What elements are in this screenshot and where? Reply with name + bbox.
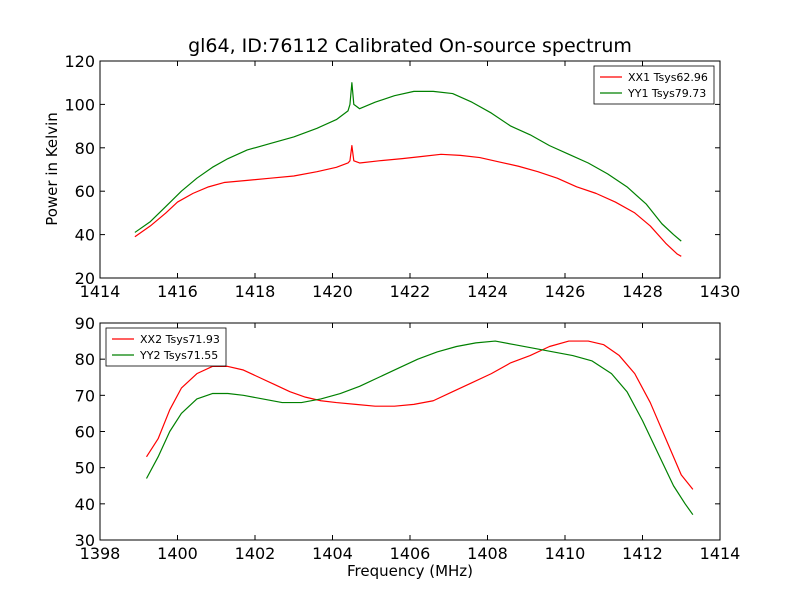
top-y-tick-label: 100 (64, 95, 95, 114)
bottom-x-tick-label: 1404 (312, 544, 353, 563)
top-x-tick-label: 1418 (235, 282, 276, 301)
top-y-tick-label: 120 (64, 52, 95, 71)
top-x-tick-label: 1422 (390, 282, 431, 301)
top-legend-label-2: YY1 Tsys79.73 (627, 87, 706, 100)
top-y-tick-label: 40 (75, 226, 95, 245)
top-legend-box (593, 65, 715, 105)
bottom-legend-box (105, 327, 227, 367)
bottom-x-tick-label: 1412 (622, 544, 663, 563)
bottom-plot: 1398 1400 1402 1404 1406 1408 1410 1412 1414 30 40… (75, 314, 741, 563)
bottom-y-tick-label: 60 (75, 423, 95, 442)
bottom-x-tick-label: 1414 (700, 544, 741, 563)
bottom-y-tick-label: 80 (75, 350, 95, 369)
bottom-x-tick-label: 1402 (235, 544, 276, 563)
top-x-tick-label: 1420 (312, 282, 353, 301)
bottom-y-tick-label: 70 (75, 386, 95, 405)
bottom-y-tick-label: 50 (75, 459, 95, 478)
bottom-y-tick-label: 90 (75, 314, 95, 333)
bottom-legend-label-2: YY2 Tsys71.55 (139, 349, 218, 362)
bottom-legend-label-1: XX2 Tsys71.93 (140, 333, 220, 346)
top-x-tick-label: 1414 (80, 282, 121, 301)
bottom-x-tick-label: 1410 (545, 544, 586, 563)
figure-title: gl64, ID:76112 Calibrated On-source spec… (188, 35, 632, 57)
bottom-x-tick-label: 1406 (390, 544, 431, 563)
top-legend-label-1: XX1 Tsys62.96 (628, 71, 708, 84)
bottom-x-tick-label: 1400 (157, 544, 198, 563)
top-x-tick-label: 1424 (467, 282, 508, 301)
top-x-tick-label: 1430 (700, 282, 741, 301)
top-legend: XX1 Tsys62.96 YY1 Tsys79.73 (593, 65, 715, 105)
bottom-x-tick-label: 1408 (467, 544, 508, 563)
x-axis-label: Frequency (MHz) (347, 562, 473, 580)
top-y-tick-label: 20 (75, 269, 95, 288)
top-x-tick-label: 1428 (622, 282, 663, 301)
top-series-line-1 (134, 145, 682, 257)
bottom-y-tick-label: 30 (75, 531, 95, 550)
bottom-legend: XX2 Tsys71.93 YY2 Tsys71.55 (105, 327, 227, 367)
bottom-series-line-2 (145, 340, 694, 516)
bottom-x-tick-label: 1398 (80, 544, 121, 563)
top-y-tick-label: 60 (75, 182, 95, 201)
bottom-y-tick-label: 40 (75, 495, 95, 514)
top-plot: 1414 1416 1418 1420 1422 1424 1426 1428 1430 20 40… (64, 52, 740, 301)
top-x-tick-label: 1416 (157, 282, 198, 301)
top-x-tick-label: 1426 (545, 282, 586, 301)
top-y-tick-label: 80 (75, 139, 95, 158)
top-y-axis-label: Power in Kelvin (43, 112, 61, 226)
top-series-line-2 (134, 82, 682, 242)
